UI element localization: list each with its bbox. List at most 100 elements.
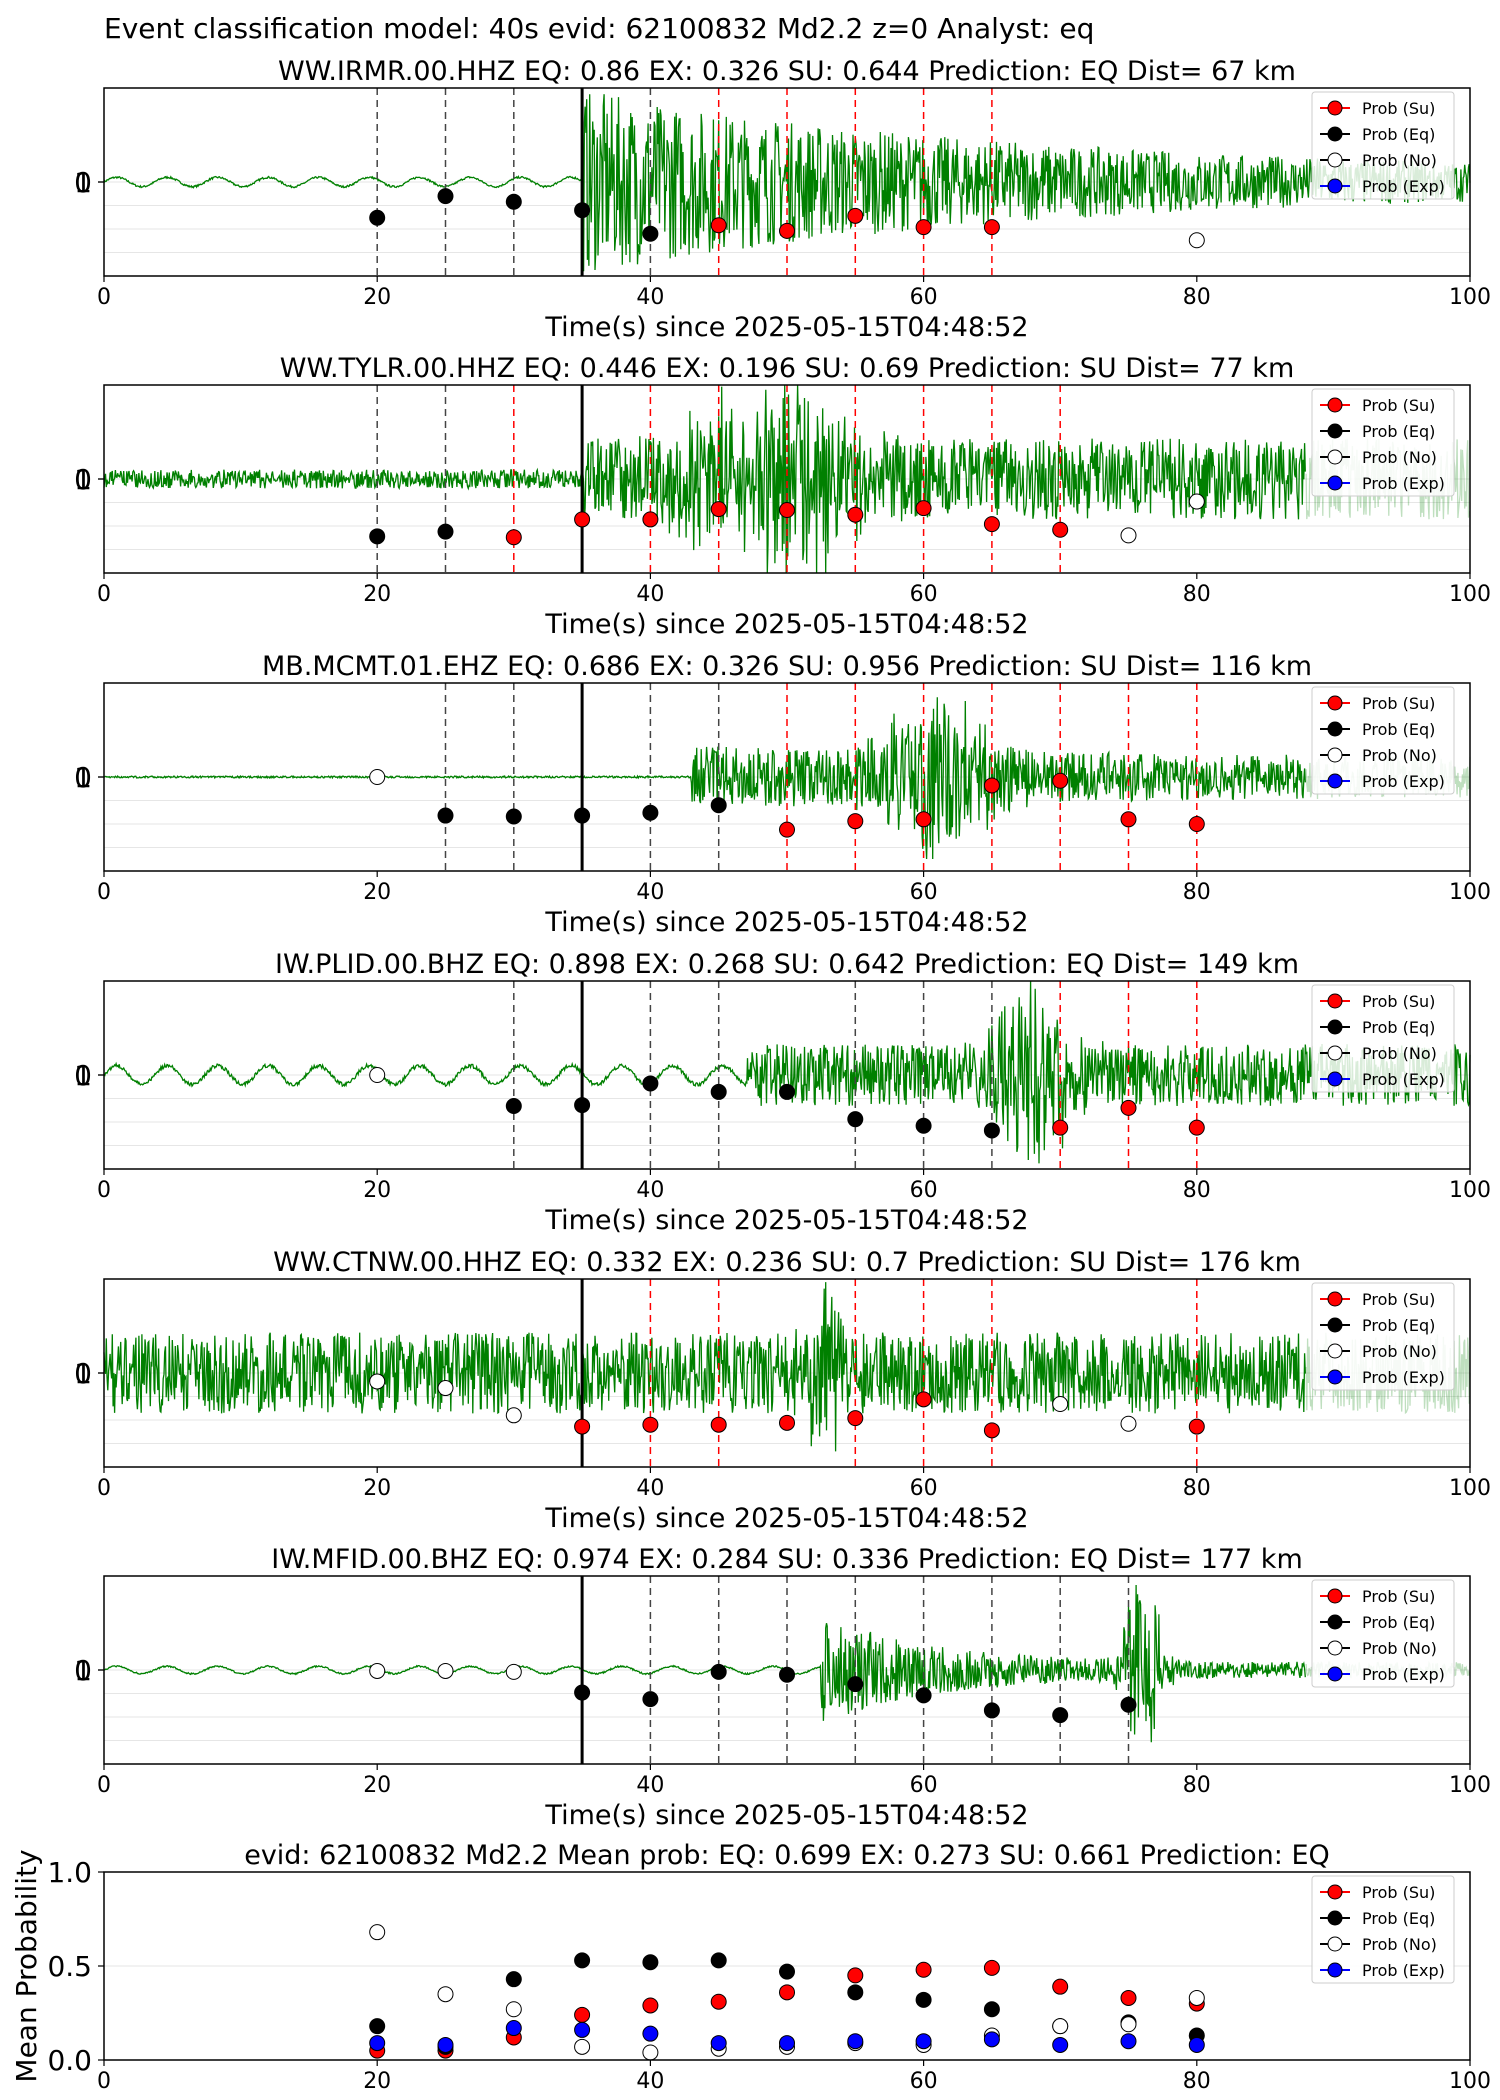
legend-marker-no	[1327, 1640, 1343, 1656]
x-tick-label: 80	[1183, 1773, 1211, 1798]
panel-title: MB.MCMT.01.EHZ EQ: 0.686 EX: 0.326 SU: 0…	[262, 651, 1312, 682]
legend-label-exp: Prob (Exp)	[1362, 177, 1445, 196]
prob-point-su	[1052, 772, 1069, 789]
mean-point-exp	[710, 2035, 727, 2052]
legend-label-no: Prob (No)	[1362, 1342, 1437, 1361]
mean-point-eq	[779, 1963, 795, 1980]
legend-label-eq: Prob (Eq)	[1362, 1613, 1435, 1632]
legend-frame	[1311, 1282, 1455, 1391]
x-tick-label: 0	[97, 1476, 111, 1501]
mean-point-exp	[1120, 2033, 1137, 2050]
x-tick-label: 20	[363, 880, 391, 905]
legend-label-eq: Prob (Eq)	[1362, 1316, 1435, 1335]
mean-point-no	[574, 2038, 591, 2055]
prob-point-su	[779, 1414, 795, 1431]
prob-point-no	[369, 769, 386, 785]
prob-point-no	[1188, 232, 1205, 249]
mean-point-su	[847, 1967, 864, 1984]
y-tick-label: 1	[74, 463, 92, 496]
legend-frame	[1311, 1579, 1455, 1688]
mean-point-no	[1052, 2018, 1069, 2035]
mean-point-no	[642, 2044, 659, 2061]
prob-point-su	[505, 529, 522, 546]
x-tick-label: 100	[1449, 285, 1491, 310]
legend-marker-eq	[1327, 1317, 1343, 1333]
legend-frame	[1311, 686, 1455, 795]
mean-point-eq	[710, 1952, 727, 1969]
x-tick-label: 80	[1183, 285, 1211, 310]
x-tick-label: 20	[363, 1773, 391, 1798]
prob-point-no	[369, 1067, 386, 1083]
prob-point-eq	[779, 1666, 795, 1683]
legend-label-no: Prob (No)	[1362, 1044, 1437, 1063]
y-tick-label: 0	[74, 463, 92, 496]
legend-label-exp: Prob (Exp)	[1362, 1070, 1445, 1089]
legend-marker-su	[1327, 1291, 1343, 1307]
mean-point-no	[369, 1924, 386, 1941]
x-tick-label: 80	[1183, 2069, 1211, 2094]
prob-point-eq	[437, 523, 454, 540]
prob-point-su	[847, 813, 864, 830]
legend-label-su: Prob (Su)	[1362, 1587, 1435, 1606]
figure-suptitle: Event classification model: 40s evid: 62…	[104, 12, 1094, 45]
prob-point-no	[505, 1407, 522, 1424]
legend-label-no: Prob (No)	[1362, 1639, 1437, 1658]
prob-point-su	[1052, 1119, 1069, 1136]
prob-point-su	[779, 821, 795, 838]
prob-point-eq	[505, 193, 522, 210]
x-tick-label: 60	[910, 285, 938, 310]
prob-point-eq	[574, 1097, 591, 1114]
waveform-trace	[103, 980, 1471, 1164]
y-tick-label: 1	[74, 761, 92, 794]
x-tick-label: 40	[636, 2069, 664, 2094]
x-tick-label: 20	[363, 2069, 391, 2094]
legend-marker-eq	[1327, 126, 1343, 142]
legend-marker-no	[1327, 152, 1343, 168]
waveform-trace	[103, 384, 1306, 574]
mean-probability-panel: evid: 62100832 Md2.2 Mean prob: EQ: 0.69…	[10, 1840, 1491, 2094]
legend-marker-exp	[1327, 1369, 1343, 1385]
mean-point-exp	[1188, 2036, 1205, 2053]
legend-marker-su	[1327, 993, 1343, 1009]
prob-point-su	[915, 219, 932, 236]
prob-point-eq	[779, 1083, 795, 1100]
legend-label-eq: Prob (Eq)	[1362, 1018, 1435, 1037]
mean-point-su	[710, 1993, 727, 2010]
station-panel-IW.MFID.00.BHZ: IW.MFID.00.BHZ EQ: 0.974 EX: 0.284 SU: 0…	[74, 1544, 1491, 1831]
waveform-trace	[104, 697, 1306, 860]
x-tick-label: 80	[1183, 1178, 1211, 1203]
x-tick-label: 60	[910, 1773, 938, 1798]
y-tick-label: 0	[74, 1059, 92, 1092]
x-tick-label: 0	[97, 582, 111, 607]
prob-point-no	[1052, 1396, 1069, 1413]
mean-point-su	[983, 1959, 1000, 1976]
mean-point-exp	[1052, 2036, 1069, 2053]
x-tick-label: 40	[636, 582, 664, 607]
legend-label-exp: Prob (Exp)	[1362, 1368, 1445, 1387]
legend-label-no: Prob (No)	[1362, 1935, 1437, 1954]
legend-marker-eq	[1327, 1614, 1343, 1630]
legend-marker-exp	[1327, 475, 1343, 491]
x-axis-label: Time(s) since 2025-05-15T04:48:52	[544, 907, 1028, 938]
x-tick-label: 80	[1183, 880, 1211, 905]
mean-point-su	[1052, 1978, 1069, 1995]
station-panel-MB.MCMT.01.EHZ: MB.MCMT.01.EHZ EQ: 0.686 EX: 0.326 SU: 0…	[74, 651, 1491, 938]
prob-point-eq	[915, 1687, 932, 1704]
x-axis-label: Time(s) since 2025-05-15T04:48:52	[544, 1800, 1028, 1831]
x-tick-label: 40	[636, 1178, 664, 1203]
y-tick-label: 0.5	[47, 1950, 92, 1983]
prob-point-eq	[642, 1075, 659, 1092]
legend-marker-exp	[1327, 1962, 1343, 1978]
prob-point-su	[983, 1422, 1000, 1439]
y-tick-label: 1	[74, 1357, 92, 1390]
x-tick-label: 60	[910, 582, 938, 607]
mean-point-exp	[642, 2025, 659, 2042]
x-tick-label: 100	[1449, 582, 1491, 607]
prob-point-no	[1120, 527, 1137, 544]
x-tick-label: 40	[636, 1476, 664, 1501]
prob-point-su	[1188, 816, 1205, 832]
x-tick-label: 40	[636, 285, 664, 310]
mean-point-su	[574, 2006, 591, 2023]
waveform-trace	[103, 1282, 1306, 1452]
mean-point-exp	[779, 2035, 795, 2052]
